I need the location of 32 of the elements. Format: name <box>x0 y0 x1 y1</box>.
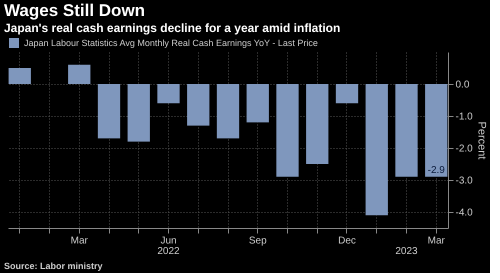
bar <box>276 84 299 177</box>
bar <box>216 84 240 138</box>
chart-subtitle: Japan's real cash earnings decline for a year amid inflation <box>4 21 340 35</box>
text: 2022 <box>157 246 180 257</box>
data-label: -2.9 <box>428 164 446 176</box>
bar <box>187 84 210 126</box>
y-tick-label: -2.0 <box>456 144 474 154</box>
x-tick-label: Jun <box>160 236 177 246</box>
bar <box>336 84 358 104</box>
bar <box>98 84 120 138</box>
bar <box>366 84 388 216</box>
bar <box>246 84 269 122</box>
y-tick-label: -1.0 <box>456 112 474 122</box>
y-tick-label: -3.0 <box>456 176 474 186</box>
legend-label: Japan Labour Statistics Avg Monthly Real Cash Earnings YoY - Last Price <box>24 38 318 48</box>
bar <box>425 84 448 177</box>
x-tick-label: Mar <box>70 236 89 246</box>
bar <box>8 68 31 84</box>
source-note: Source: Labor ministry <box>4 261 103 271</box>
text: 2023 <box>395 246 418 257</box>
bar <box>306 84 328 164</box>
x-tick-label: Dec <box>338 236 356 246</box>
chart-title: Wages Still Down <box>4 1 146 20</box>
y-tick-label: 0.0 <box>456 80 470 90</box>
y-tick-label: -4.0 <box>456 208 474 218</box>
bar <box>68 64 90 84</box>
x-tick-label: Sep <box>248 236 268 246</box>
bar <box>128 84 150 142</box>
bar <box>157 84 180 104</box>
y-axis-title: Percent <box>476 122 488 160</box>
bar <box>395 84 418 177</box>
x-tick-label: Mar <box>428 236 446 246</box>
